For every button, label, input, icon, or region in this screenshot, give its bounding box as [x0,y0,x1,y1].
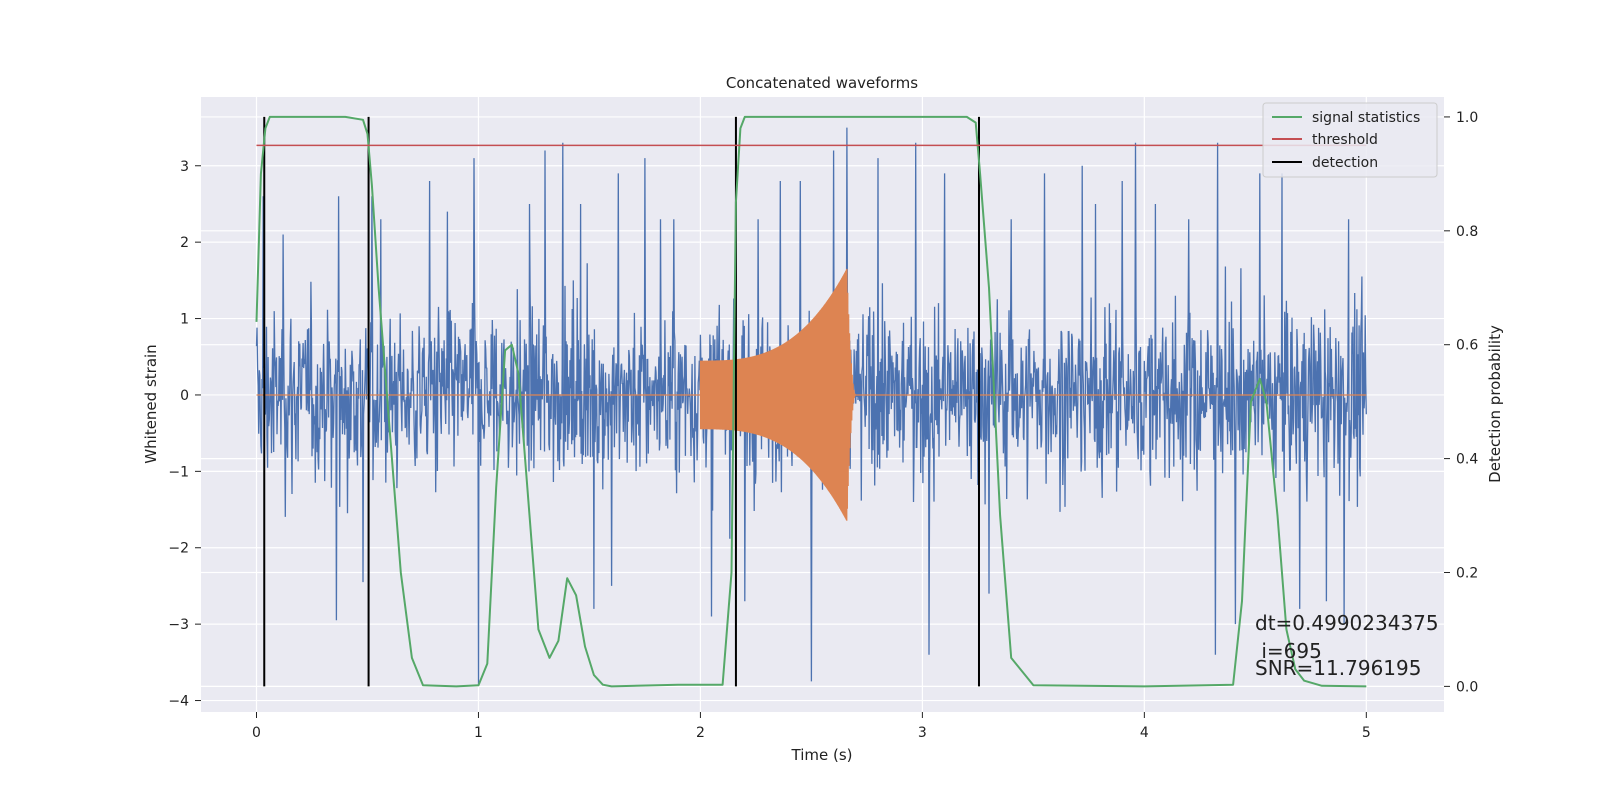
y-tick-label: 2 [180,235,189,251]
annotation-snr: SNR=11.796195 [1255,656,1421,680]
y-tick-label: −1 [168,464,189,480]
plot-area [255,115,1367,688]
y2-tick-label: 0.8 [1456,224,1478,240]
y-tick-label: −3 [168,617,189,633]
y-tick-label: 1 [180,312,189,328]
x-axis-ticks: 0 1 2 3 4 5 [252,712,1371,741]
chart-title: Concatenated waveforms [726,74,918,92]
left-y-axis-ticks: −4 −3 −2 −1 0 1 2 3 [168,159,201,710]
y-tick-label: −2 [168,541,189,557]
y2-axis-label: Detection probability [1486,325,1504,483]
signal-statistics-series [255,115,1367,688]
x-tick-label: 0 [252,725,261,741]
y-axis-label: Whitened strain [142,344,160,463]
legend-label-detection: detection [1312,155,1378,171]
legend-label-signal-statistics: signal statistics [1312,110,1420,126]
annotation-dt: dt=0.4990234375 [1255,611,1439,635]
x-tick-label: 4 [1140,725,1149,741]
y2-tick-label: 0.6 [1456,338,1478,354]
y2-tick-label: 0.4 [1456,452,1478,468]
whitened-strain-series [255,127,1367,686]
right-y-axis-ticks: 0.0 0.2 0.4 0.6 0.8 1.0 [1444,110,1478,695]
legend-box [1262,102,1438,178]
x-tick-label: 2 [696,725,705,741]
y2-tick-label: 1.0 [1456,110,1478,126]
y2-tick-label: 0.0 [1456,679,1478,695]
legend-label-threshold: threshold [1312,132,1378,148]
x-axis-label: Time (s) [791,746,853,764]
y2-tick-label: 0.2 [1456,565,1478,581]
x-tick-label: 3 [918,725,927,741]
injected-signal-series [256,268,1367,521]
y-tick-label: 3 [180,159,189,175]
y-tick-label: 0 [180,388,189,404]
y-tick-label: −4 [168,694,189,710]
annotation-index: i=695 [1255,639,1322,663]
legend: signal statistics threshold detection [1262,102,1438,178]
x-tick-label: 1 [474,725,483,741]
x-tick-label: 5 [1362,725,1371,741]
